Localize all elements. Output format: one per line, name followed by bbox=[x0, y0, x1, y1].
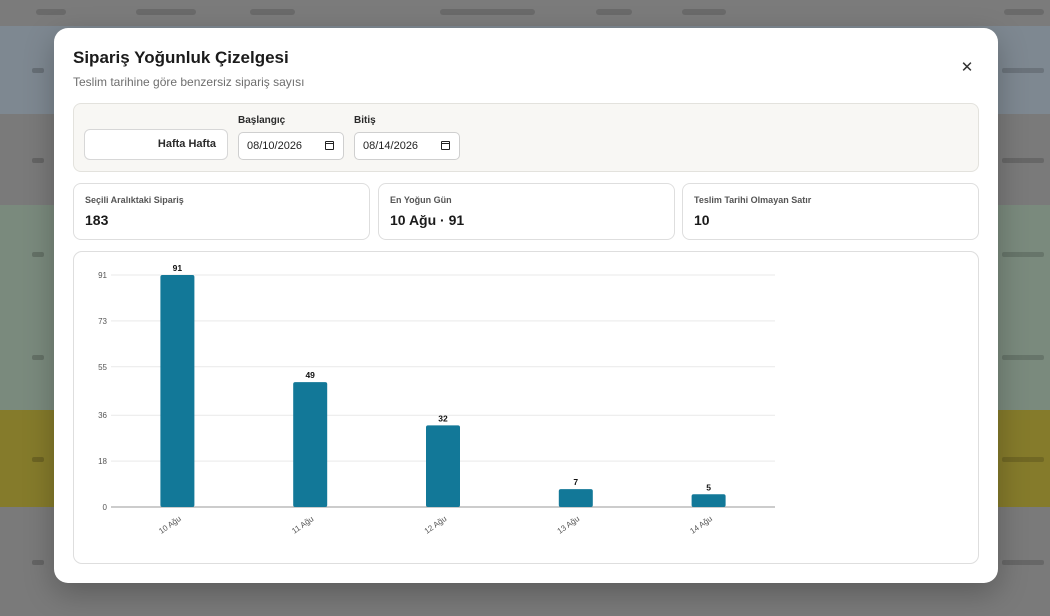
data-label: 91 bbox=[173, 263, 183, 273]
stat-value: 10 bbox=[694, 212, 710, 228]
calendar-icon[interactable] bbox=[441, 141, 450, 150]
x-tick-label: 12 Ağu bbox=[423, 514, 449, 536]
end-date-input[interactable]: 08/14/2026 bbox=[354, 132, 460, 160]
stat-label: Teslim Tarihi Olmayan Satır bbox=[694, 195, 812, 205]
calendar-icon[interactable] bbox=[325, 141, 334, 150]
data-label: 5 bbox=[706, 482, 711, 492]
stat-label: Seçili Aralıktaki Sipariş bbox=[85, 195, 184, 205]
stat-card-rows-without-date: Teslim Tarihi Olmayan Satır 10 bbox=[682, 183, 979, 240]
x-tick-label: 11 Ağu bbox=[290, 514, 315, 535]
start-date-input[interactable]: 08/10/2026 bbox=[238, 132, 344, 160]
x-tick-label: 10 Ağu bbox=[157, 514, 183, 536]
close-button[interactable]: ✕ bbox=[956, 56, 978, 78]
grouping-mode-select[interactable]: Hafta Hafta bbox=[84, 129, 228, 160]
filter-bar: Hafta Hafta Başlangıç 08/10/2026 Bitiş 0… bbox=[73, 103, 979, 172]
modal-title: Sipariş Yoğunluk Çizelgesi bbox=[73, 48, 289, 67]
stat-card-orders-in-range: Seçili Aralıktaki Sipariş 183 bbox=[73, 183, 370, 240]
bar bbox=[691, 494, 726, 507]
stat-value: 183 bbox=[85, 212, 109, 228]
bar-chart: 0 18 36 55 73 91 91 10 Ağu 49 11 Ağu 32 12 Ağu 7 13 A… bbox=[98, 263, 775, 536]
start-date-label: Başlangıç bbox=[238, 115, 286, 126]
end-date-value: 08/14/2026 bbox=[363, 140, 419, 152]
bar bbox=[293, 382, 328, 507]
close-icon: ✕ bbox=[960, 58, 974, 76]
x-tick-label: 14 Ağu bbox=[688, 514, 714, 536]
bar bbox=[426, 425, 460, 507]
stat-value: 10 Ağu · 91 bbox=[390, 212, 465, 228]
background-table-header bbox=[0, 0, 1050, 26]
stat-card-busiest-day: En Yoğun Gün 10 Ağu · 91 bbox=[378, 183, 675, 240]
bar bbox=[160, 275, 195, 507]
chart-panel: 0 18 36 55 73 91 91 10 Ağu 49 11 Ağu 32 12 Ağu 7 13 A… bbox=[73, 251, 979, 564]
data-label: 32 bbox=[438, 413, 448, 423]
y-tick-label: 36 bbox=[98, 411, 107, 420]
y-tick-label: 91 bbox=[98, 271, 107, 280]
start-date-value: 08/10/2026 bbox=[247, 140, 303, 152]
y-tick-label: 0 bbox=[103, 503, 108, 512]
x-tick-label: 13 Ağu bbox=[556, 514, 582, 536]
modal-subtitle: Teslim tarihine göre benzersiz sipariş s… bbox=[73, 75, 305, 89]
y-tick-label: 18 bbox=[98, 457, 107, 466]
stat-label: En Yoğun Gün bbox=[390, 195, 452, 205]
grouping-mode-value: Hafta Hafta bbox=[157, 138, 216, 150]
order-density-modal: Sipariş Yoğunluk Çizelgesi Teslim tarihi… bbox=[54, 28, 998, 583]
data-label: 7 bbox=[573, 477, 578, 487]
data-label: 49 bbox=[305, 370, 315, 380]
end-date-label: Bitiş bbox=[354, 115, 376, 126]
bar bbox=[558, 489, 593, 507]
y-tick-label: 55 bbox=[98, 363, 107, 372]
y-tick-label: 73 bbox=[98, 317, 107, 326]
